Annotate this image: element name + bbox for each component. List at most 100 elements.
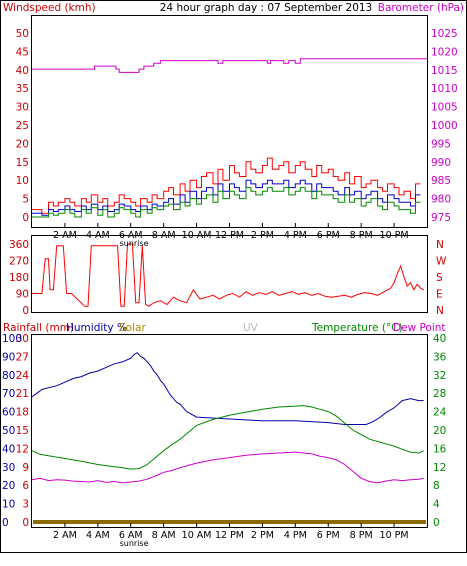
compass-tick-label: E (436, 289, 443, 301)
x-tick-label: 6 AM (119, 530, 143, 541)
x-tick-label: 2 PM (251, 230, 274, 241)
humidity-tick-label: 10 (2, 499, 15, 511)
rain-tick-label: 15 (16, 425, 29, 437)
x-tick-label: 8 PM (350, 230, 373, 241)
x-tick-label: 6 PM (317, 230, 340, 241)
baro-tick-label: 1000 (431, 120, 458, 132)
direction-line (32, 243, 424, 307)
baro-tick-label: 990 (431, 157, 451, 169)
direction-tick-label: 270 (9, 256, 29, 268)
x-tick-label: 10 AM (182, 530, 212, 541)
direction-tick-label: 0 (22, 305, 29, 317)
direction-tick-label: 180 (9, 272, 29, 284)
direction-plot-frame (31, 235, 428, 313)
x-tick-label: 8 PM (350, 530, 373, 541)
baro-tick-label: 975 (431, 212, 451, 224)
dewpoint-legend: Dew Point (393, 322, 446, 334)
solar-legend: Solar (119, 322, 146, 334)
wind-tick-label: 10 (16, 175, 29, 187)
wind-tick-label: 15 (16, 157, 29, 169)
rain-tick-label: 12 (16, 443, 29, 455)
wind-tick-label: 0 (22, 212, 29, 224)
humidity-tick-label: 50 (2, 425, 15, 437)
wind-series-line (32, 187, 421, 218)
x-tick-label: 6 PM (317, 530, 340, 541)
humidity-tick-label: 100 (2, 333, 22, 345)
humidity-line (31, 352, 424, 425)
x-tick-label: 4 PM (284, 230, 307, 241)
humidity-tick-label: 80 (2, 370, 15, 382)
wind-plot-frame (31, 15, 428, 228)
rain-tick-label: 21 (16, 388, 29, 400)
wind-series-line (32, 157, 421, 214)
compass-tick-label: N (436, 305, 444, 317)
baro-tick-label: 1005 (431, 102, 458, 114)
x-tick-label: 6 AM (119, 230, 143, 241)
sunrise-annotation: sunrise (120, 539, 149, 548)
x-tick-label: 4 AM (86, 530, 110, 541)
rain-tick-label: 24 (16, 370, 30, 382)
direction-tick-label: 360 (9, 239, 29, 251)
uv-legend: UV (243, 322, 259, 334)
rain-tick-label: 3 (22, 499, 29, 511)
temperature-legend: Temperature (°C) (311, 322, 403, 334)
x-tick-label: 10 PM (380, 230, 409, 241)
temperature-line (31, 405, 424, 470)
temp-tick-label: 32 (433, 370, 446, 382)
temp-tick-label: 24 (433, 407, 447, 419)
x-tick-label: 12 PM (215, 530, 244, 541)
x-tick-label: 10 PM (380, 530, 409, 541)
humidity-tick-label: 0 (2, 517, 9, 529)
temp-tick-label: 40 (433, 333, 446, 345)
baro-tick-label: 1010 (431, 83, 458, 95)
x-tick-label: 8 AM (152, 230, 176, 241)
x-tick-label: 12 PM (215, 230, 244, 241)
humidity-tick-label: 30 (2, 462, 15, 474)
x-tick-label: 2 AM (53, 530, 77, 541)
compass-tick-label: S (436, 272, 443, 284)
baro-tick-label: 980 (431, 194, 451, 206)
temp-tick-label: 16 (433, 443, 447, 455)
temp-tick-label: 28 (433, 388, 446, 400)
rain-tick-label: 27 (16, 351, 29, 363)
x-tick-label: 8 AM (152, 530, 176, 541)
humidity-tick-label: 60 (2, 407, 15, 419)
baro-tick-label: 995 (431, 138, 451, 150)
rain-tick-label: 18 (16, 407, 29, 419)
rain-tick-label: 9 (22, 462, 29, 474)
barometer-line (32, 58, 427, 73)
humidity-tick-label: 40 (2, 443, 15, 455)
temp-tick-label: 36 (433, 351, 447, 363)
compass-tick-label: W (436, 256, 447, 268)
sunrise-annotation: sunrise (120, 239, 149, 248)
wind-tick-label: 50 (16, 28, 29, 40)
humidity-tick-label: 90 (2, 351, 15, 363)
wind-tick-label: 25 (16, 120, 29, 132)
baro-tick-label: 1020 (431, 46, 458, 58)
temp-tick-label: 4 (433, 499, 440, 511)
wind-tick-label: 20 (16, 138, 29, 150)
wind-tick-label: 30 (16, 102, 29, 114)
direction-tick-label: 90 (16, 289, 29, 301)
humidity-tick-label: 20 (2, 480, 15, 492)
baro-tick-label: 985 (431, 175, 451, 187)
baro-tick-label: 1015 (431, 65, 458, 77)
wind-tick-label: 40 (16, 65, 29, 77)
x-tick-label: 2 AM (53, 230, 77, 241)
temp-tick-label: 0 (433, 517, 440, 529)
x-tick-label: 4 AM (86, 230, 110, 241)
temp-tick-label: 12 (433, 462, 446, 474)
wind-tick-label: 35 (16, 83, 29, 95)
baro-axis-title: Barometer (hPa) (378, 2, 464, 14)
wind-axis-title: Windspeed (kmh) (3, 2, 96, 14)
rain-tick-label: 30 (16, 333, 29, 345)
rain-tick-label: 6 (22, 480, 29, 492)
rain-tick-label: 0 (22, 517, 29, 529)
rainfall-bar (33, 520, 426, 524)
x-tick-label: 4 PM (284, 530, 307, 541)
humidity-tick-label: 70 (2, 388, 15, 400)
compass-tick-label: N (436, 239, 444, 251)
wind-tick-label: 5 (22, 194, 29, 206)
wind-tick-label: 45 (16, 46, 29, 58)
